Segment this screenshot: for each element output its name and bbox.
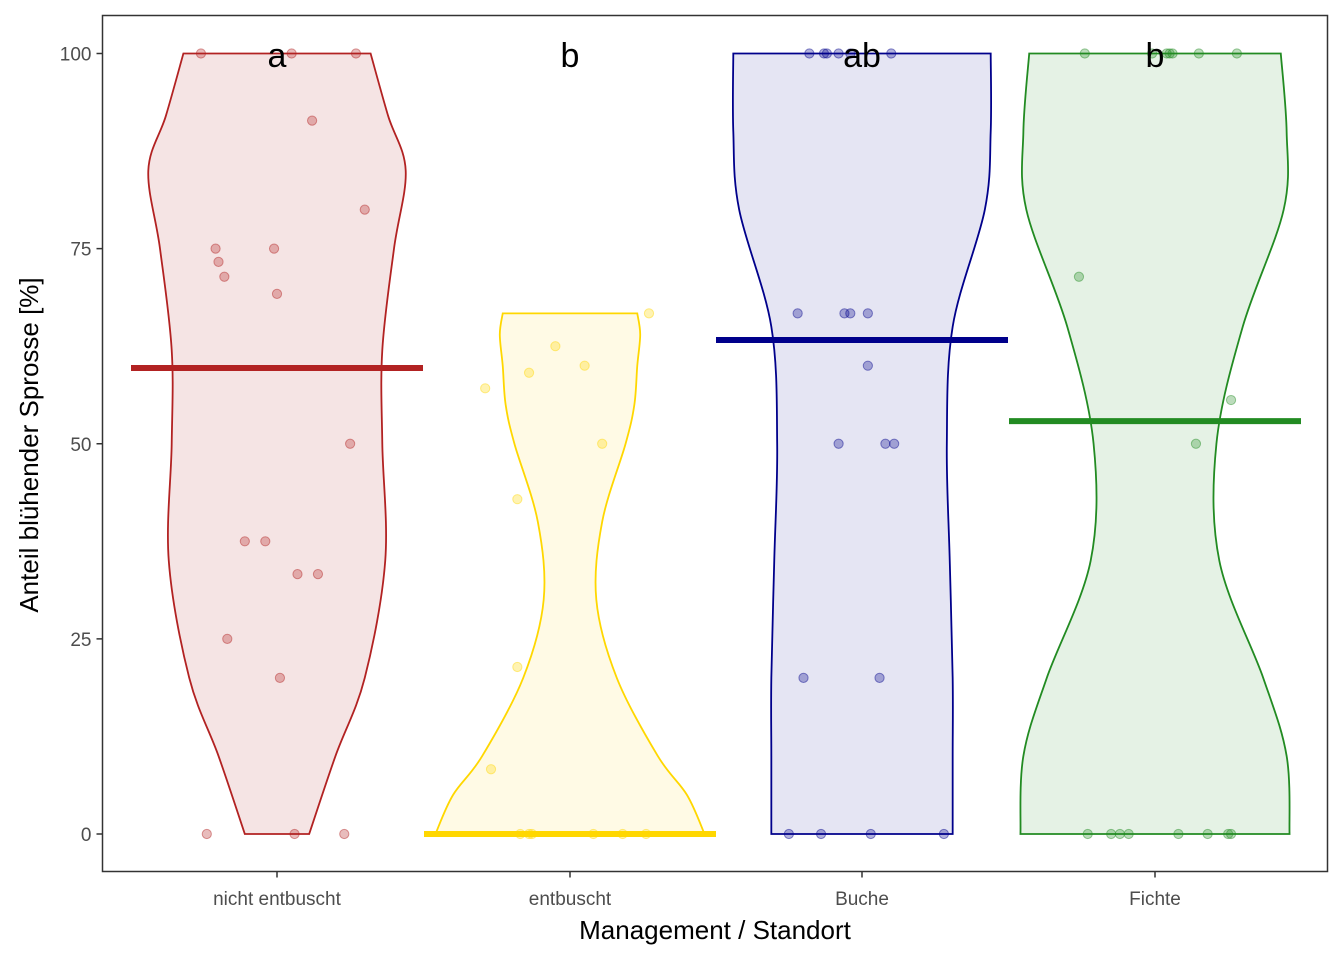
points-layer: [195, 48, 1243, 840]
significance-letter-entbuscht: b: [561, 37, 580, 75]
data-point: [845, 308, 856, 319]
data-point: [260, 536, 271, 547]
data-point: [886, 48, 897, 59]
letters-layer: a b ab b: [268, 37, 1165, 75]
data-point: [213, 256, 224, 267]
violins-layer: [147, 52, 1291, 835]
data-point: [523, 367, 535, 378]
x-tick-label: Buche: [835, 889, 889, 910]
data-point: [1161, 48, 1172, 59]
data-point: [339, 828, 350, 840]
data-point: [1164, 48, 1175, 59]
data-point: [874, 672, 885, 684]
data-point: [271, 288, 283, 299]
data-point: [1225, 394, 1237, 406]
data-point: [1202, 828, 1213, 840]
y-axis: 0 25 50 75 100: [60, 45, 103, 846]
data-point: [1082, 828, 1093, 840]
data-point: [359, 204, 370, 215]
data-point: [862, 308, 873, 319]
data-point: [1193, 48, 1204, 59]
data-point: [862, 360, 873, 371]
data-point: [239, 536, 250, 547]
data-point: [833, 438, 844, 449]
data-point: [783, 828, 794, 840]
data-point: [597, 438, 608, 449]
data-point: [821, 48, 833, 59]
violin-nicht-entbuscht: [147, 52, 407, 835]
data-point: [512, 661, 523, 673]
data-point: [201, 828, 212, 840]
data-point: [1231, 48, 1243, 59]
data-point: [1079, 48, 1090, 59]
data-point: [938, 828, 950, 840]
data-point: [480, 383, 491, 394]
data-point: [292, 568, 303, 580]
data-point: [222, 633, 233, 644]
x-axis-title: Management / Standort: [579, 915, 851, 945]
data-point: [833, 48, 844, 59]
data-point: [579, 360, 590, 371]
data-point: [195, 48, 207, 59]
data-point: [818, 48, 830, 59]
data-point: [1190, 438, 1202, 449]
data-point: [880, 438, 891, 449]
data-point: [345, 438, 356, 449]
data-point: [889, 438, 900, 449]
data-point: [268, 243, 280, 254]
x-tick-label: Fichte: [1129, 889, 1181, 910]
x-tick-label: entbuscht: [529, 889, 612, 910]
violin-Fichte: [1019, 52, 1291, 835]
data-point: [1114, 828, 1126, 840]
data-point: [1173, 828, 1184, 840]
y-tick-label: 0: [81, 825, 92, 846]
data-point: [485, 764, 497, 775]
data-point: [798, 672, 809, 684]
y-tick-label: 100: [60, 45, 92, 66]
violin-Buche: [731, 52, 993, 835]
data-point: [210, 243, 221, 254]
data-point: [286, 48, 297, 59]
data-point: [1225, 828, 1237, 840]
data-point: [845, 48, 856, 59]
data-point: [274, 672, 286, 684]
data-point: [350, 48, 362, 59]
data-point: [1223, 828, 1234, 840]
x-tick-label: nicht entbuscht: [213, 889, 342, 910]
data-point: [815, 828, 827, 840]
data-point: [1106, 828, 1117, 840]
data-point: [1073, 271, 1085, 282]
means-layer: [131, 336, 1301, 837]
y-tick-label: 50: [70, 435, 91, 456]
data-point: [865, 828, 876, 840]
data-point: [1123, 828, 1134, 840]
data-point: [839, 308, 850, 319]
data-point: [792, 308, 803, 319]
x-axis: nicht entbuscht entbuscht Buche Fichte: [213, 871, 1181, 910]
data-point: [1167, 48, 1178, 59]
data-point: [1146, 48, 1158, 59]
y-tick-label: 25: [70, 630, 91, 651]
y-tick-label: 75: [70, 240, 91, 261]
violin-entbuscht: [434, 312, 706, 835]
significance-letter-nicht-entbuscht: a: [268, 37, 287, 75]
significance-letter-Fichte: b: [1146, 37, 1165, 75]
data-point: [289, 828, 300, 840]
data-point: [307, 115, 318, 126]
y-axis-title: Anteil blühender Sprosse [%]: [14, 277, 44, 612]
significance-letter-Buche: ab: [843, 37, 881, 75]
data-point: [312, 568, 324, 580]
data-point: [804, 48, 815, 59]
data-point: [512, 494, 523, 505]
data-point: [219, 271, 230, 282]
data-point: [550, 341, 561, 352]
data-point: [643, 308, 655, 319]
